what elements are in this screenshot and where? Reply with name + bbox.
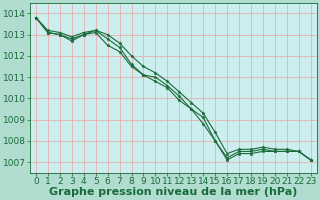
X-axis label: Graphe pression niveau de la mer (hPa): Graphe pression niveau de la mer (hPa) <box>49 187 298 197</box>
